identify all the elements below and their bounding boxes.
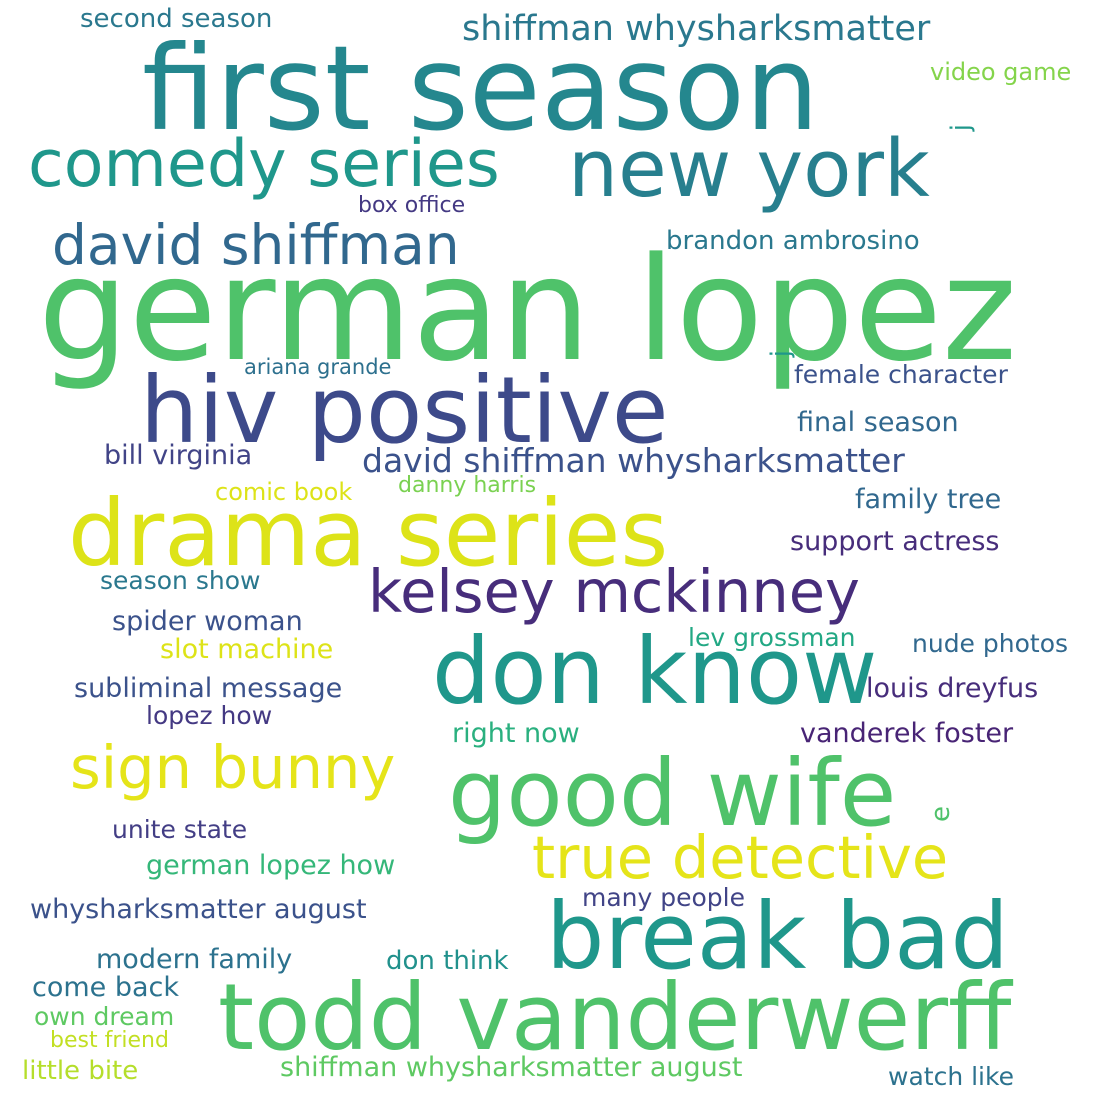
word-family-tree: family tree [855,484,1002,515]
word-german-lopez-how: german lopez how [146,850,396,881]
word-subliminal-message: subliminal message [74,673,343,704]
word-shiffman-whysharksmatter: shiffman whysharksmatter [462,9,931,49]
word-final-season: final season [797,407,959,438]
word-don-think: don think [386,946,509,976]
word-many-people: many people [582,883,746,912]
word-lev-grossman: lev grossman [688,623,856,652]
word-little-bite: little bite [22,1056,139,1086]
word-spider-woman: spider woman [112,606,303,637]
word-break-bad: break bad [546,883,1009,990]
word-slot-machine: slot machine [160,634,334,665]
word-support-actress: support actress [790,526,1000,557]
word-second-season: second season [80,4,273,34]
word-brandon-ambrosino: brandon ambrosino [666,226,920,256]
word-nude-photos: nude photos [912,629,1069,658]
word-drama-series: drama series [68,480,669,587]
word-kelsey-mckinney: kelsey mckinney [368,557,860,626]
word-box-office: box office [358,193,466,218]
word-comedy-series: comedy series [28,127,500,202]
word-lopez-how: lopez how [146,701,273,730]
word-new-york: new york [568,123,930,215]
word-fragment-e: e [926,806,956,822]
word-bill-virginia: bill virginia [104,440,253,471]
word-german-lopez: german lopez [38,226,1018,393]
word-don-know: don know [432,618,878,725]
word-fragment-j-mid: j [766,350,796,358]
word-vanderek-foster: vanderek foster [800,718,1014,749]
word-come-back: come back [32,972,180,1003]
word-good-wife: good wife [448,740,897,847]
word-david-shiffman-whysharksmatter: david shiffman whysharksmatter [362,441,905,480]
word-own-dream: own dream [34,1002,175,1031]
word-female-character: female character [794,360,1008,389]
word-true-detective: true detective [532,823,949,892]
word-unite-state: unite state [112,815,248,844]
word-sign-bunny: sign bunny [70,733,396,802]
word-watch-like: watch like [888,1062,1014,1091]
word-best-friend: best friend [50,1028,169,1053]
word-hiv-positive: hiv positive [140,357,669,464]
word-louis-dreyfus: louis dreyfus [866,673,1039,704]
word-shiffman-whysharksmatter-august: shiffman whysharksmatter august [280,1052,743,1083]
word-comic-book: comic book [215,478,353,506]
word-right-now: right now [452,718,580,749]
word-fragment-j-top: j [946,124,976,132]
word-season-show: season show [100,566,261,595]
word-modern-family: modern family [96,944,293,975]
word-danny-harris: danny harris [398,473,537,498]
word-todd-vanderwerff: todd vanderwerff [218,964,1012,1071]
word-ariana-grande: ariana grande [244,355,392,379]
word-first-season: first season [142,20,820,157]
word-video-game: video game [930,58,1072,86]
word-whysharksmatter-august: whysharksmatter august [30,894,367,925]
word-david-shiffman: david shiffman [52,213,460,277]
